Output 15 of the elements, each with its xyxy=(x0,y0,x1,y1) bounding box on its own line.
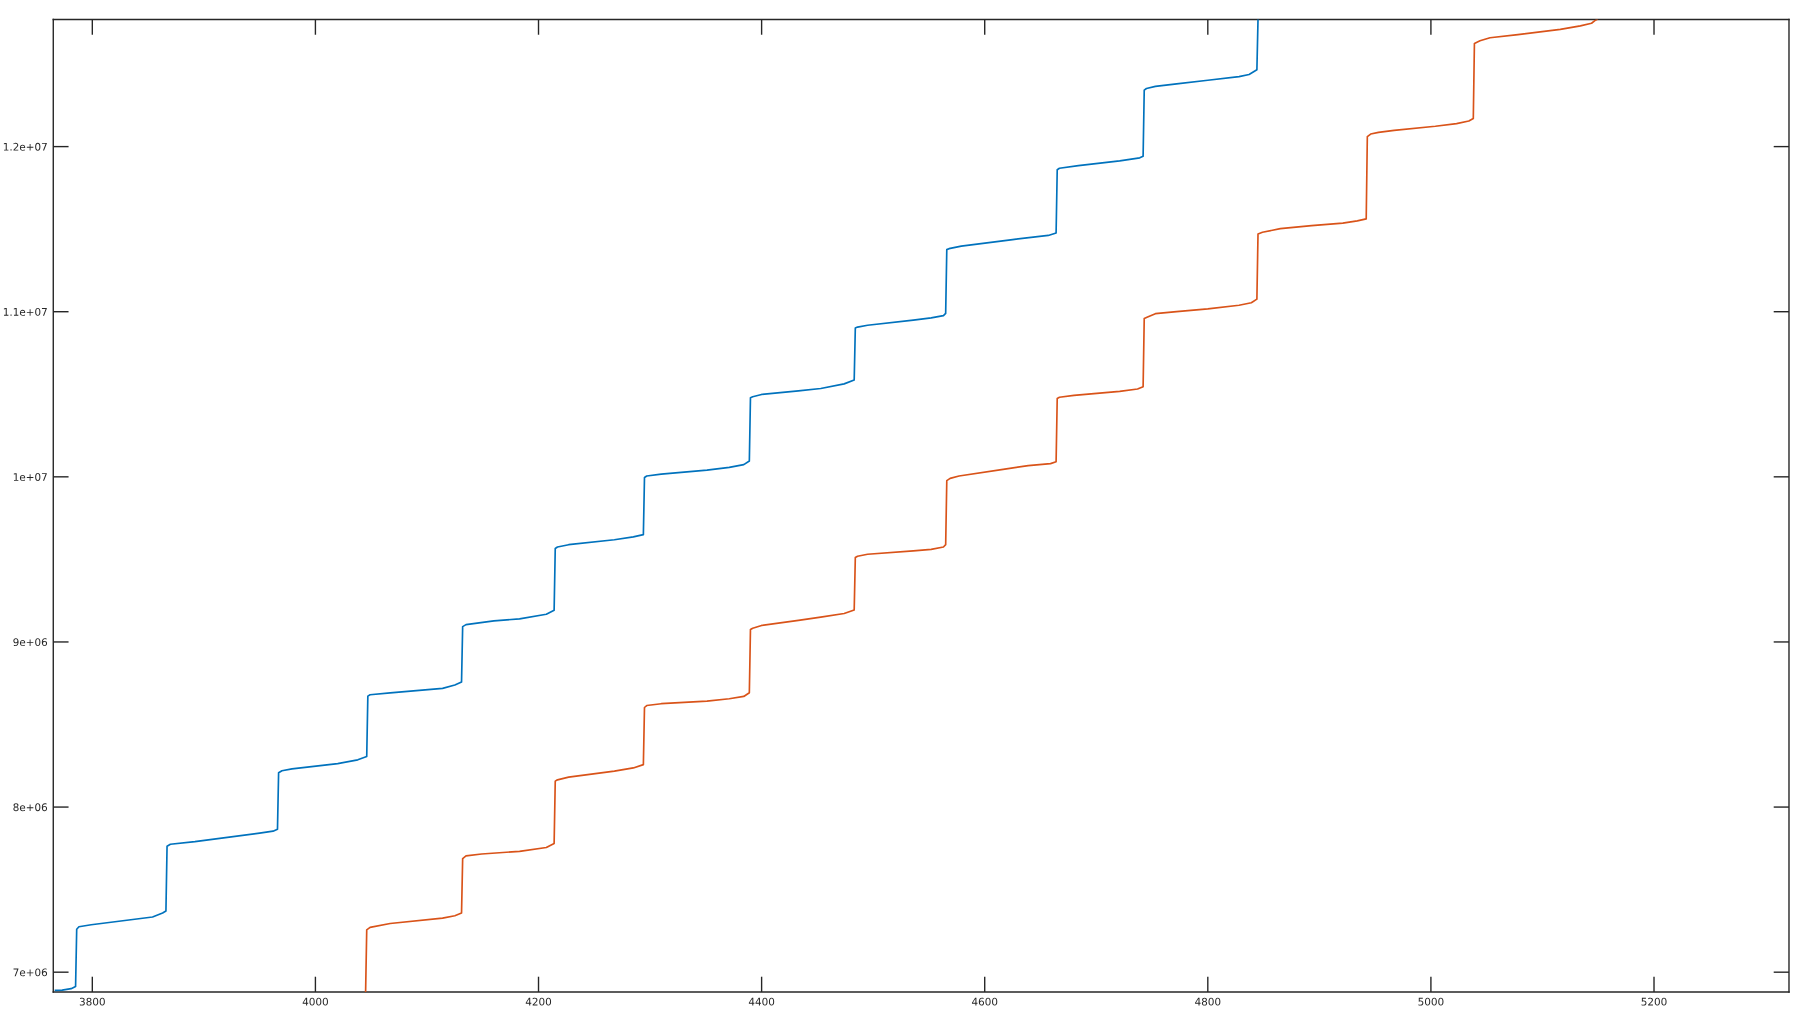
y-tick-label: 1e+07 xyxy=(13,473,47,481)
x-tick-label: 4200 xyxy=(525,997,552,1006)
y-tick-label: 9e+06 xyxy=(13,638,48,647)
x-tick-label: 4000 xyxy=(302,997,328,1006)
y-tick-label: 8e+06 xyxy=(13,803,48,812)
y-tick-label: 1.2e+07 xyxy=(3,142,47,151)
x-tick-label: 4400 xyxy=(748,997,775,1006)
x-tick-label: 3800 xyxy=(79,997,105,1006)
x-tick-label: 5000 xyxy=(1418,997,1444,1006)
x-tick-label: 5200 xyxy=(1641,997,1667,1006)
x-tick-label: 4600 xyxy=(971,997,998,1006)
x-tick-label: 4800 xyxy=(1195,997,1221,1006)
y-tick-label: 1.1e+07 xyxy=(3,307,47,316)
line-series xyxy=(364,19,1598,992)
y-tick-label: 7e+06 xyxy=(13,968,48,977)
